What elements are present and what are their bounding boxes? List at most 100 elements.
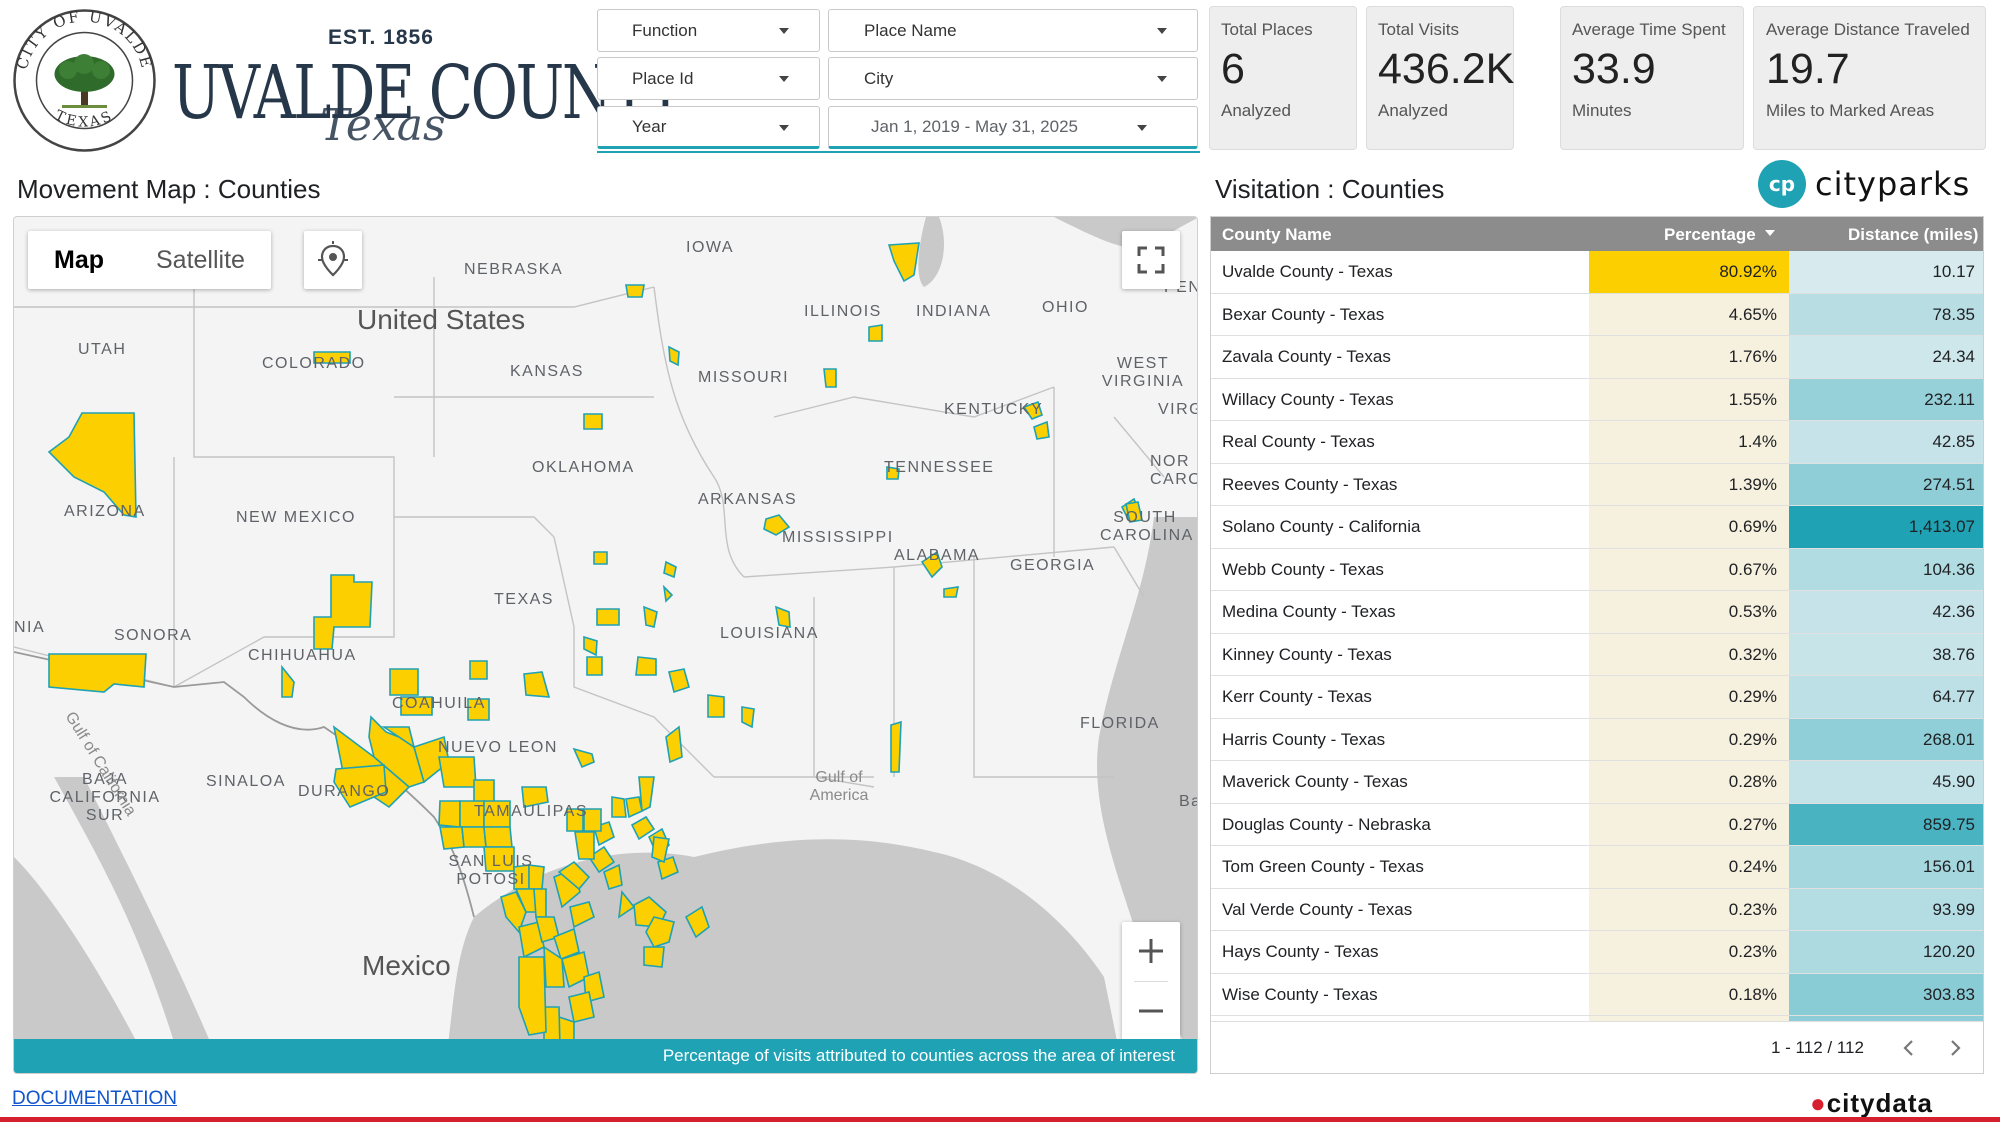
distance-value: 10.17	[1932, 262, 1975, 281]
plus-icon	[1139, 939, 1163, 963]
chevron-down-icon	[1157, 76, 1167, 82]
cityparks-wordmark: cityparks	[1815, 165, 1971, 203]
distance-value: 24.34	[1932, 347, 1975, 366]
table-pagination: 1 - 112 / 112	[1211, 1021, 1983, 1073]
distance-value: 38.76	[1932, 644, 1975, 664]
table-row[interactable]: Wise County - Texas 0.18% 303.83	[1211, 973, 1983, 1016]
city-dropdown[interactable]: City	[828, 57, 1198, 100]
map-view-button[interactable]: Map	[54, 245, 104, 274]
distance-cell: 232.11	[1789, 378, 1983, 420]
location-pin-icon	[318, 241, 348, 277]
table-row[interactable]: Kerr County - Texas 0.29% 64.77	[1211, 676, 1983, 719]
map-label-baja-california-sur: BAJA CALIFORNIA SUR	[49, 771, 161, 824]
cityparks-logo: cp cityparks	[1757, 158, 1987, 210]
percentage-cell: 0.29%	[1589, 718, 1789, 760]
year-dropdown[interactable]: Year	[597, 106, 820, 149]
table-row[interactable]: Tom Green County - Texas 0.24% 156.01	[1211, 846, 1983, 889]
percentage-cell: 0.32%	[1589, 633, 1789, 675]
county-name-cell: Harris County - Texas	[1222, 729, 1386, 749]
table-row[interactable]: Hays County - Texas 0.23% 120.20	[1211, 931, 1983, 974]
percentage-cell: 80.92%	[1589, 251, 1789, 293]
map-label-sonora: SONORA	[114, 627, 193, 644]
county-name-cell: Kerr County - Texas	[1222, 687, 1372, 706]
column-header-county-name[interactable]: County Name	[1222, 225, 1332, 244]
distance-cell: 104.36	[1789, 548, 1983, 590]
table-row[interactable]: Kinney County - Texas 0.32% 38.76	[1211, 633, 1983, 676]
map-label-oklahoma: OKLAHOMA	[532, 459, 635, 476]
zoom-in-button[interactable]	[1122, 922, 1180, 980]
distance-cell: 45.90	[1789, 761, 1983, 803]
chevron-down-icon	[779, 125, 789, 131]
zoom-out-button[interactable]	[1122, 982, 1180, 1040]
percentage-cell: 1.55%	[1589, 378, 1789, 420]
distance-value: 93.99	[1932, 899, 1975, 919]
map-label-durango: DURANGO	[298, 783, 391, 800]
distance-value: 859.75	[1923, 814, 1975, 834]
percentage-cell: 0.28%	[1589, 761, 1789, 803]
table-row[interactable]: Medina County - Texas 0.53% 42.36	[1211, 591, 1983, 634]
distance-cell: 38.76	[1789, 633, 1983, 675]
distance-value: 268.01	[1923, 729, 1975, 749]
percentage-cell: 0.27%	[1589, 803, 1789, 845]
table-row[interactable]: Bexar County - Texas 4.65% 78.35	[1211, 293, 1983, 336]
map-label-chihuahua: CHIHUAHUA	[248, 647, 357, 664]
percentage-cell: 1.4%	[1589, 421, 1789, 463]
locate-me-button[interactable]	[304, 231, 362, 289]
table-row[interactable]: Maverick County - Texas 0.28% 45.90	[1211, 761, 1983, 804]
map-label-north-carolina: NOR CARO	[1150, 453, 1198, 488]
table-row[interactable]: Real County - Texas 1.4% 42.85	[1211, 421, 1983, 464]
kpi-label: Total Visits	[1378, 20, 1459, 39]
table-row[interactable]: Val Verde County - Texas 0.23% 93.99	[1211, 888, 1983, 931]
kpi-value: 436.2K	[1378, 45, 1515, 93]
table-row[interactable]: Reeves County - Texas 1.39% 274.51	[1211, 463, 1983, 506]
map-label-nebraska: NEBRASKA	[464, 261, 564, 278]
kpi-average-time-spent: Average Time Spent 33.9 Minutes	[1560, 6, 1744, 150]
distance-value: 45.90	[1932, 772, 1975, 791]
column-header-distance[interactable]: Distance (miles)	[1848, 225, 1979, 244]
county-name-cell: Uvalde County - Texas	[1222, 262, 1393, 281]
column-header-percentage[interactable]: Percentage	[1664, 225, 1756, 244]
percentage-value: 1.55%	[1728, 389, 1777, 409]
distance-cell: 10.17	[1789, 251, 1983, 293]
table-row[interactable]: Solano County - California 0.69% 1,413.07	[1211, 506, 1983, 549]
next-page-button[interactable]	[1945, 1038, 1965, 1058]
county-name-cell: Willacy County - Texas	[1222, 389, 1394, 409]
documentation-link[interactable]: DOCUMENTATION	[12, 1088, 178, 1109]
previous-page-button[interactable]	[1899, 1038, 1919, 1058]
year-dropdown-label: Year	[632, 116, 667, 136]
map-label-arkansas: ARKANSAS	[698, 491, 798, 508]
percentage-value: 0.32%	[1728, 644, 1777, 664]
percentage-cell: 0.23%	[1589, 888, 1789, 930]
table-row[interactable]: Zavala County - Texas 1.76% 24.34	[1211, 336, 1983, 379]
movement-map[interactable]: United States Mexico IOWA NEBRASKA ILLIN…	[13, 216, 1198, 1074]
satellite-view-button[interactable]: Satellite	[156, 245, 245, 274]
place-name-dropdown[interactable]: Place Name	[828, 9, 1198, 52]
function-dropdown[interactable]: Function	[597, 9, 820, 52]
chevron-down-icon	[779, 76, 789, 82]
distance-cell: 42.36	[1789, 591, 1983, 633]
distance-cell: 1,413.07	[1789, 506, 1983, 548]
kpi-total-places: Total Places 6 Analyzed	[1209, 6, 1357, 150]
chevron-down-icon	[1157, 28, 1167, 34]
distance-cell: 274.51	[1789, 463, 1983, 505]
map-label-new-mexico: NEW MEXICO	[236, 509, 356, 526]
kpi-sub: Analyzed	[1378, 101, 1448, 120]
table-row[interactable]: Webb County - Texas 0.67% 104.36	[1211, 548, 1983, 591]
svg-text:TEXAS: TEXAS	[52, 107, 116, 130]
zoom-controls	[1122, 922, 1180, 1040]
table-row[interactable]: Uvalde County - Texas 80.92% 10.17	[1211, 251, 1983, 294]
table-row[interactable]: Harris County - Texas 0.29% 268.01	[1211, 718, 1983, 761]
place-id-dropdown[interactable]: Place Id	[597, 57, 820, 100]
table-row[interactable]: Willacy County - Texas 1.55% 232.11	[1211, 378, 1983, 421]
fullscreen-button[interactable]	[1122, 231, 1180, 289]
map-label-texas: TEXAS	[494, 591, 554, 608]
map-label-indiana: INDIANA	[916, 303, 992, 320]
percentage-cell: 1.76%	[1589, 336, 1789, 378]
map-label-nia: NIA	[14, 619, 46, 636]
table-row[interactable]: Douglas County - Nebraska 0.27% 859.75	[1211, 803, 1983, 846]
map-label-south-carolina: SOUTH CAROLINA	[1100, 509, 1194, 544]
fullscreen-icon	[1137, 246, 1165, 274]
distance-value: 274.51	[1923, 474, 1975, 494]
date-range-picker[interactable]: Jan 1, 2019 - May 31, 2025	[828, 106, 1198, 149]
distance-value: 64.77	[1932, 687, 1975, 706]
